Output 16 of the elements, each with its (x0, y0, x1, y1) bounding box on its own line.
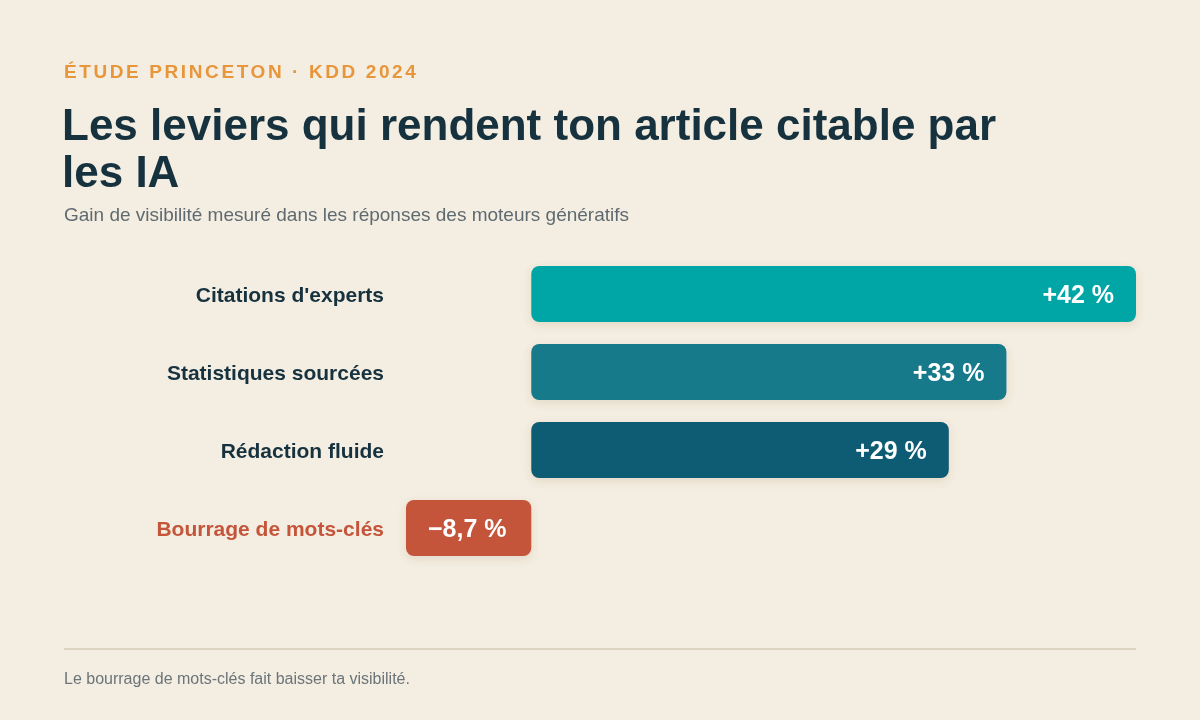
bar (531, 422, 949, 478)
y-tick-label: Statistiques sourcées (166, 360, 384, 384)
text: ÉTUDE PRINCETON · KDD 2024 (64, 61, 419, 82)
y-tick-label: Rédaction fluide (220, 438, 384, 462)
chart-subtitle: Gain de visibilité mesuré dans les réponses des moteurs génératifs (64, 204, 630, 225)
text: Le bourrage de mots-clés fait baisser ta visibilité. (64, 670, 410, 687)
data-label: +29 % (855, 436, 927, 464)
chart-title: Les leviers qui rendent ton article citable par les IA (62, 100, 997, 196)
y-tick-label: Bourrage de mots-clés (156, 516, 384, 540)
data-label: −8,7 % (428, 514, 507, 542)
bar (406, 500, 532, 556)
y-tick-label: Citations d'experts (195, 282, 384, 306)
bar (531, 266, 1136, 322)
data-label: +42 % (1042, 280, 1114, 308)
bar (531, 344, 1007, 400)
data-label: +33 % (912, 358, 985, 386)
